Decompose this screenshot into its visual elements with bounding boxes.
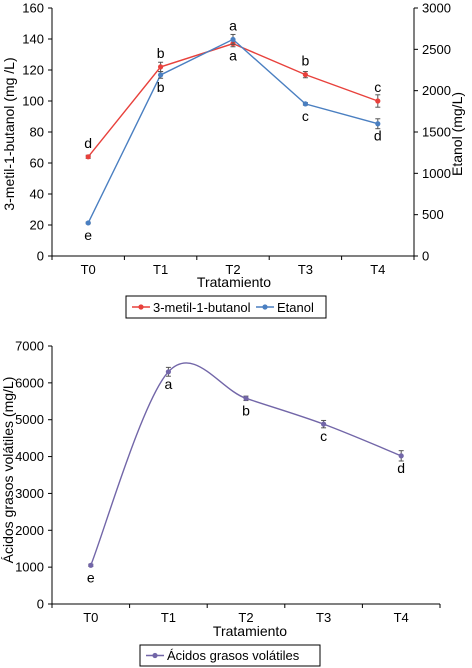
chart-1-y2-tick-label: 1000 (422, 166, 451, 181)
chart-1-data-point (85, 154, 91, 160)
chart-1-x-tick-label: T0 (81, 262, 96, 277)
chart-2-significance-letter: d (397, 460, 405, 476)
chart-2-legend-marker (152, 652, 158, 659)
chart-2-y-tick-label: 4000 (15, 449, 44, 464)
chart-1-y-tick-label: 140 (22, 32, 44, 47)
chart-2-y-tick-label: 2000 (15, 523, 44, 538)
chart-2-axes (51, 346, 440, 605)
chart-2-x-axis-label: Tratamiento (213, 623, 287, 639)
chart-1-y-tick-label: 120 (22, 63, 44, 78)
chart-1: 0 20 40 60 80 100 120 140 160 0 500 1000 1500 2000 25… (1, 1, 465, 319)
chart-2-x-ticks: T0 T1 T2 T3 T4 (51, 604, 441, 625)
chart-1-data-point (158, 64, 164, 70)
chart-2-y-tick-label: 0 (37, 597, 44, 612)
chart-1-y2-tick-label: 0 (422, 249, 429, 264)
chart-2-y-ticks: 0 1000 2000 3000 4000 5000 6000 7000 (15, 339, 52, 612)
chart-2-x-tick-label: T2 (238, 610, 253, 625)
chart-1-legend-label-2: Etanol (277, 300, 314, 315)
chart-1-data-point (302, 101, 308, 107)
chart-1-y-axis-label: 3-metil-1-butanol (mg /L) (1, 57, 17, 210)
chart-1-y-tick-label: 0 (37, 249, 44, 264)
chart-1-y2-axis-label: Etanol (mg/L) (449, 92, 465, 176)
chart-1-legend: 3-metil-1-butanol Etanol (125, 295, 327, 319)
chart-1-x-axis-label: Tratamiento (197, 274, 271, 290)
chart-2-significance-letter: e (87, 569, 95, 585)
chart-2-y-axis-label: Ácidos grasos volátiles (mg/L) (0, 377, 16, 564)
chart-2-significance-letter: c (320, 428, 327, 444)
chart-2-y-tick-label: 5000 (15, 412, 44, 427)
chart-1-legend-label-1: 3-metil-1-butanol (153, 300, 251, 315)
chart-1-y-tick-label: 40 (30, 187, 44, 202)
chart-1-significance-letter: b (157, 45, 165, 61)
chart-1-series: d b a b c e b a c d (84, 17, 381, 243)
chart-1-data-point (302, 72, 308, 78)
chart-1-y2-tick-label: 3000 (422, 1, 451, 16)
chart-2: 0 1000 2000 3000 4000 5000 6000 7000 T0 T1 T2 T3 T4… (0, 339, 441, 667)
chart-1-significance-letter: b (157, 79, 165, 95)
chart-2-x-tick-label: T1 (161, 610, 176, 625)
chart-2-data-point (165, 369, 171, 375)
chart-1-x-tick-label: T2 (225, 262, 240, 277)
chart-2-x-tick-label: T4 (394, 610, 409, 625)
chart-1-series-line-2 (87, 38, 378, 224)
chart-1-significance-letter: e (84, 227, 92, 243)
chart-1-significance-letter: d (84, 135, 92, 151)
chart-1-data-point (158, 72, 164, 78)
chart-1-significance-letter: c (302, 108, 309, 124)
chart-1-y-tick-label: 160 (22, 1, 44, 16)
chart-2-data-point (398, 453, 404, 459)
chart-1-significance-letter: a (229, 48, 237, 64)
chart-2-y-tick-label: 1000 (15, 560, 44, 575)
chart-1-data-point (375, 121, 381, 127)
chart-2-series: e a b c d (87, 362, 405, 585)
chart-1-y2-tick-label: 2500 (422, 42, 451, 57)
chart-1-significance-letter: c (374, 79, 381, 95)
chart-2-series-line (90, 362, 402, 566)
chart-1-y2-ticks: 0 500 1000 1500 2000 2500 3000 (414, 1, 451, 264)
chart-2-significance-letter: a (165, 376, 173, 392)
chart-1-y2-tick-label: 2000 (422, 83, 451, 98)
chart-2-legend: Ácidos grasos volátiles (139, 644, 321, 667)
chart-2-y-tick-label: 3000 (15, 486, 44, 501)
chart-2-y-tick-label: 6000 (15, 375, 44, 390)
chart-1-data-point (375, 98, 381, 104)
chart-2-x-tick-label: T3 (316, 610, 331, 625)
chart-1-legend-marker-1 (138, 304, 144, 310)
chart-2-y-tick-label: 7000 (15, 339, 44, 354)
chart-1-data-point (85, 220, 91, 226)
chart-1-y-tick-label: 100 (22, 94, 44, 109)
chart-2-legend-box (139, 644, 321, 667)
chart-2-data-point (88, 562, 94, 568)
chart-1-y2-tick-label: 500 (422, 207, 444, 222)
chart-2-significance-letter: b (242, 402, 250, 418)
chart-1-x-tick-label: T4 (370, 262, 385, 277)
chart-1-y-tick-label: 60 (30, 156, 44, 171)
chart-1-y2-tick-label: 1500 (422, 125, 451, 140)
chart-1-x-tick-label: T1 (153, 262, 168, 277)
chart-1-significance-letter: d (374, 128, 382, 144)
chart-1-significance-letter: a (229, 17, 237, 33)
chart-2-legend-label: Ácidos grasos volátiles (167, 648, 300, 663)
chart-2-x-tick-label: T0 (83, 610, 98, 625)
chart-2-data-point (243, 395, 249, 401)
chart-2-data-point (321, 421, 327, 427)
chart-1-y-ticks: 0 20 40 60 80 100 120 140 160 (22, 1, 52, 264)
chart-1-y-tick-label: 80 (30, 125, 44, 140)
chart-1-data-point (230, 36, 236, 43)
chart-1-x-ticks: T0 T1 T2 T3 T4 (51, 256, 415, 277)
chart-1-legend-marker-2 (262, 304, 268, 310)
chart-1-y-tick-label: 20 (30, 218, 44, 233)
chart-1-legend-box (125, 295, 327, 319)
chart-1-significance-letter: b (302, 53, 310, 69)
chart-1-x-tick-label: T3 (298, 262, 313, 277)
